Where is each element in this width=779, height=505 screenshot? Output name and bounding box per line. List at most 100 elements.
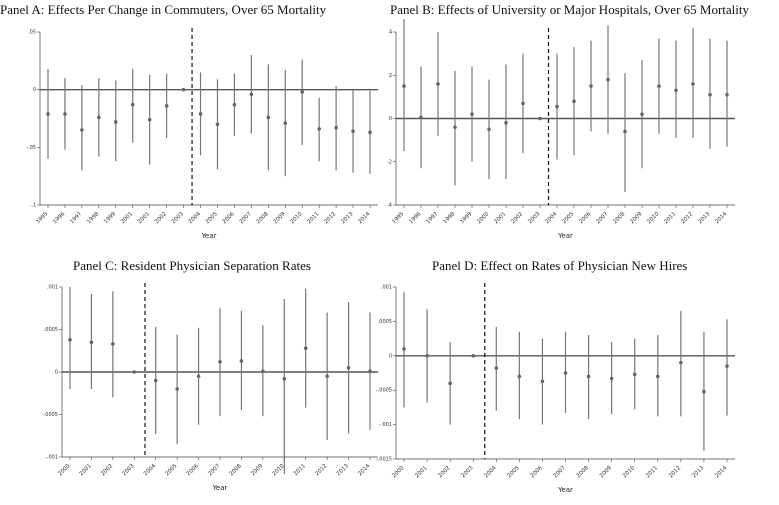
point-estimate (63, 112, 67, 116)
panel-2-plot: .001 .0005 0 -.0005 -.001 2000 2001 2002 2003 200… (42, 283, 378, 492)
x-tick-label: 2011 (306, 211, 320, 225)
x-tick-label: 2004 (188, 211, 202, 225)
point-estimate (132, 370, 137, 374)
x-tick-label: 2001 (414, 465, 428, 479)
y-tick-label: .001 (47, 285, 58, 291)
panel-b-title: Panel B: Effects of University or Major … (390, 2, 750, 17)
point-estimate (181, 87, 186, 92)
x-tick-label: 2003 (527, 211, 541, 225)
point-estimate (130, 102, 135, 107)
y-tick-label: 0 (55, 370, 58, 376)
point-estimate (494, 366, 499, 370)
point-estimate (563, 371, 568, 375)
point-estimate (471, 354, 476, 358)
point-estimate (708, 92, 712, 97)
x-tick-label: 2005 (561, 211, 575, 225)
x-tick-label: 2009 (599, 465, 613, 479)
point-estimate (261, 369, 265, 373)
point-estimate (589, 84, 593, 88)
x-tick-label: 2013 (340, 211, 354, 225)
point-estimate (198, 112, 203, 116)
x-tick-label: 2001 (493, 211, 507, 225)
x-tick-label: 2001 (137, 211, 151, 225)
point-estimate (317, 127, 321, 131)
x-tick-label: 2009 (250, 463, 264, 477)
x-tick-label: 1995 (391, 211, 405, 225)
point-estimate (470, 112, 474, 116)
point-estimate (538, 116, 542, 121)
x-tick-label: 2013 (691, 465, 705, 479)
point-estimate (113, 120, 118, 124)
point-estimate (266, 115, 271, 120)
x-tick-label: 2014 (714, 211, 728, 225)
y-tick-label: .0005 (378, 319, 392, 325)
point-estimate (303, 346, 308, 351)
x-tick-label: 2001 (79, 463, 93, 477)
x-tick-label: 2003 (171, 211, 185, 225)
point-estimate (239, 359, 244, 363)
x-axis-label: Year (201, 232, 217, 240)
y-tick-label: .001 (381, 285, 392, 291)
point-estimate (232, 102, 237, 107)
x-tick-label: 2011 (645, 465, 659, 479)
point-estimate (586, 374, 591, 379)
point-estimate (453, 125, 457, 129)
point-estimate (346, 365, 351, 370)
x-tick-label: 2013 (697, 211, 711, 225)
point-estimate (425, 354, 429, 358)
x-tick-label: 2000 (57, 463, 71, 477)
point-estimate (609, 376, 614, 381)
point-estimate (153, 378, 158, 383)
point-estimate (632, 372, 637, 377)
point-estimate (175, 387, 179, 391)
y-tick-label: -.001 (45, 455, 58, 461)
x-tick-label: 2003 (122, 463, 136, 477)
x-tick-label: 2014 (357, 463, 371, 477)
x-tick-label: 1995 (35, 211, 49, 225)
x-tick-label: 2004 (143, 463, 157, 477)
point-estimate (46, 112, 50, 116)
x-tick-label: 1996 (52, 211, 66, 225)
point-estimate (368, 130, 372, 135)
x-tick-label: 2010 (622, 465, 636, 479)
y-tick-label: .0005 (44, 327, 58, 333)
x-tick-label: 2012 (314, 463, 328, 477)
x-tick-label: 2004 (544, 211, 558, 225)
point-estimate (702, 389, 706, 394)
x-tick-label: 2005 (164, 463, 178, 477)
y-tick-label: -.0005 (42, 412, 58, 418)
x-tick-label: 1997 (69, 211, 83, 225)
point-estimate (657, 84, 661, 88)
x-tick-label: 2012 (668, 465, 682, 479)
point-estimate (606, 77, 610, 82)
point-estimate (147, 117, 152, 122)
point-estimate (448, 381, 452, 386)
point-estimate (80, 128, 84, 132)
point-estimate (282, 377, 287, 381)
x-tick-label: 2004 (484, 465, 498, 479)
panel-a-title: Panel A: Effects Per Change in Commuters… (0, 2, 327, 17)
y-tick-label: -.0015 (376, 457, 392, 463)
x-tick-label: 2002 (510, 211, 524, 225)
x-tick-label: 2012 (323, 211, 337, 225)
point-estimate (97, 115, 101, 120)
x-tick-label: 2011 (293, 463, 307, 477)
point-estimate (640, 112, 644, 116)
point-estimate (196, 374, 201, 379)
point-estimate (691, 82, 695, 86)
point-estimate (334, 125, 338, 130)
point-estimate (249, 92, 254, 97)
x-tick-label: 2002 (437, 465, 451, 479)
point-estimate (368, 369, 372, 373)
x-tick-label: 2006 (578, 211, 592, 225)
x-tick-label: 1996 (408, 211, 422, 225)
x-tick-label: 2007 (207, 463, 221, 477)
point-estimate (679, 360, 683, 365)
point-estimate (215, 122, 220, 127)
x-axis-label: Year (557, 232, 573, 240)
point-estimate (517, 374, 522, 379)
y-tick-label: 0 (389, 116, 392, 122)
x-tick-label: 2007 (553, 465, 567, 479)
